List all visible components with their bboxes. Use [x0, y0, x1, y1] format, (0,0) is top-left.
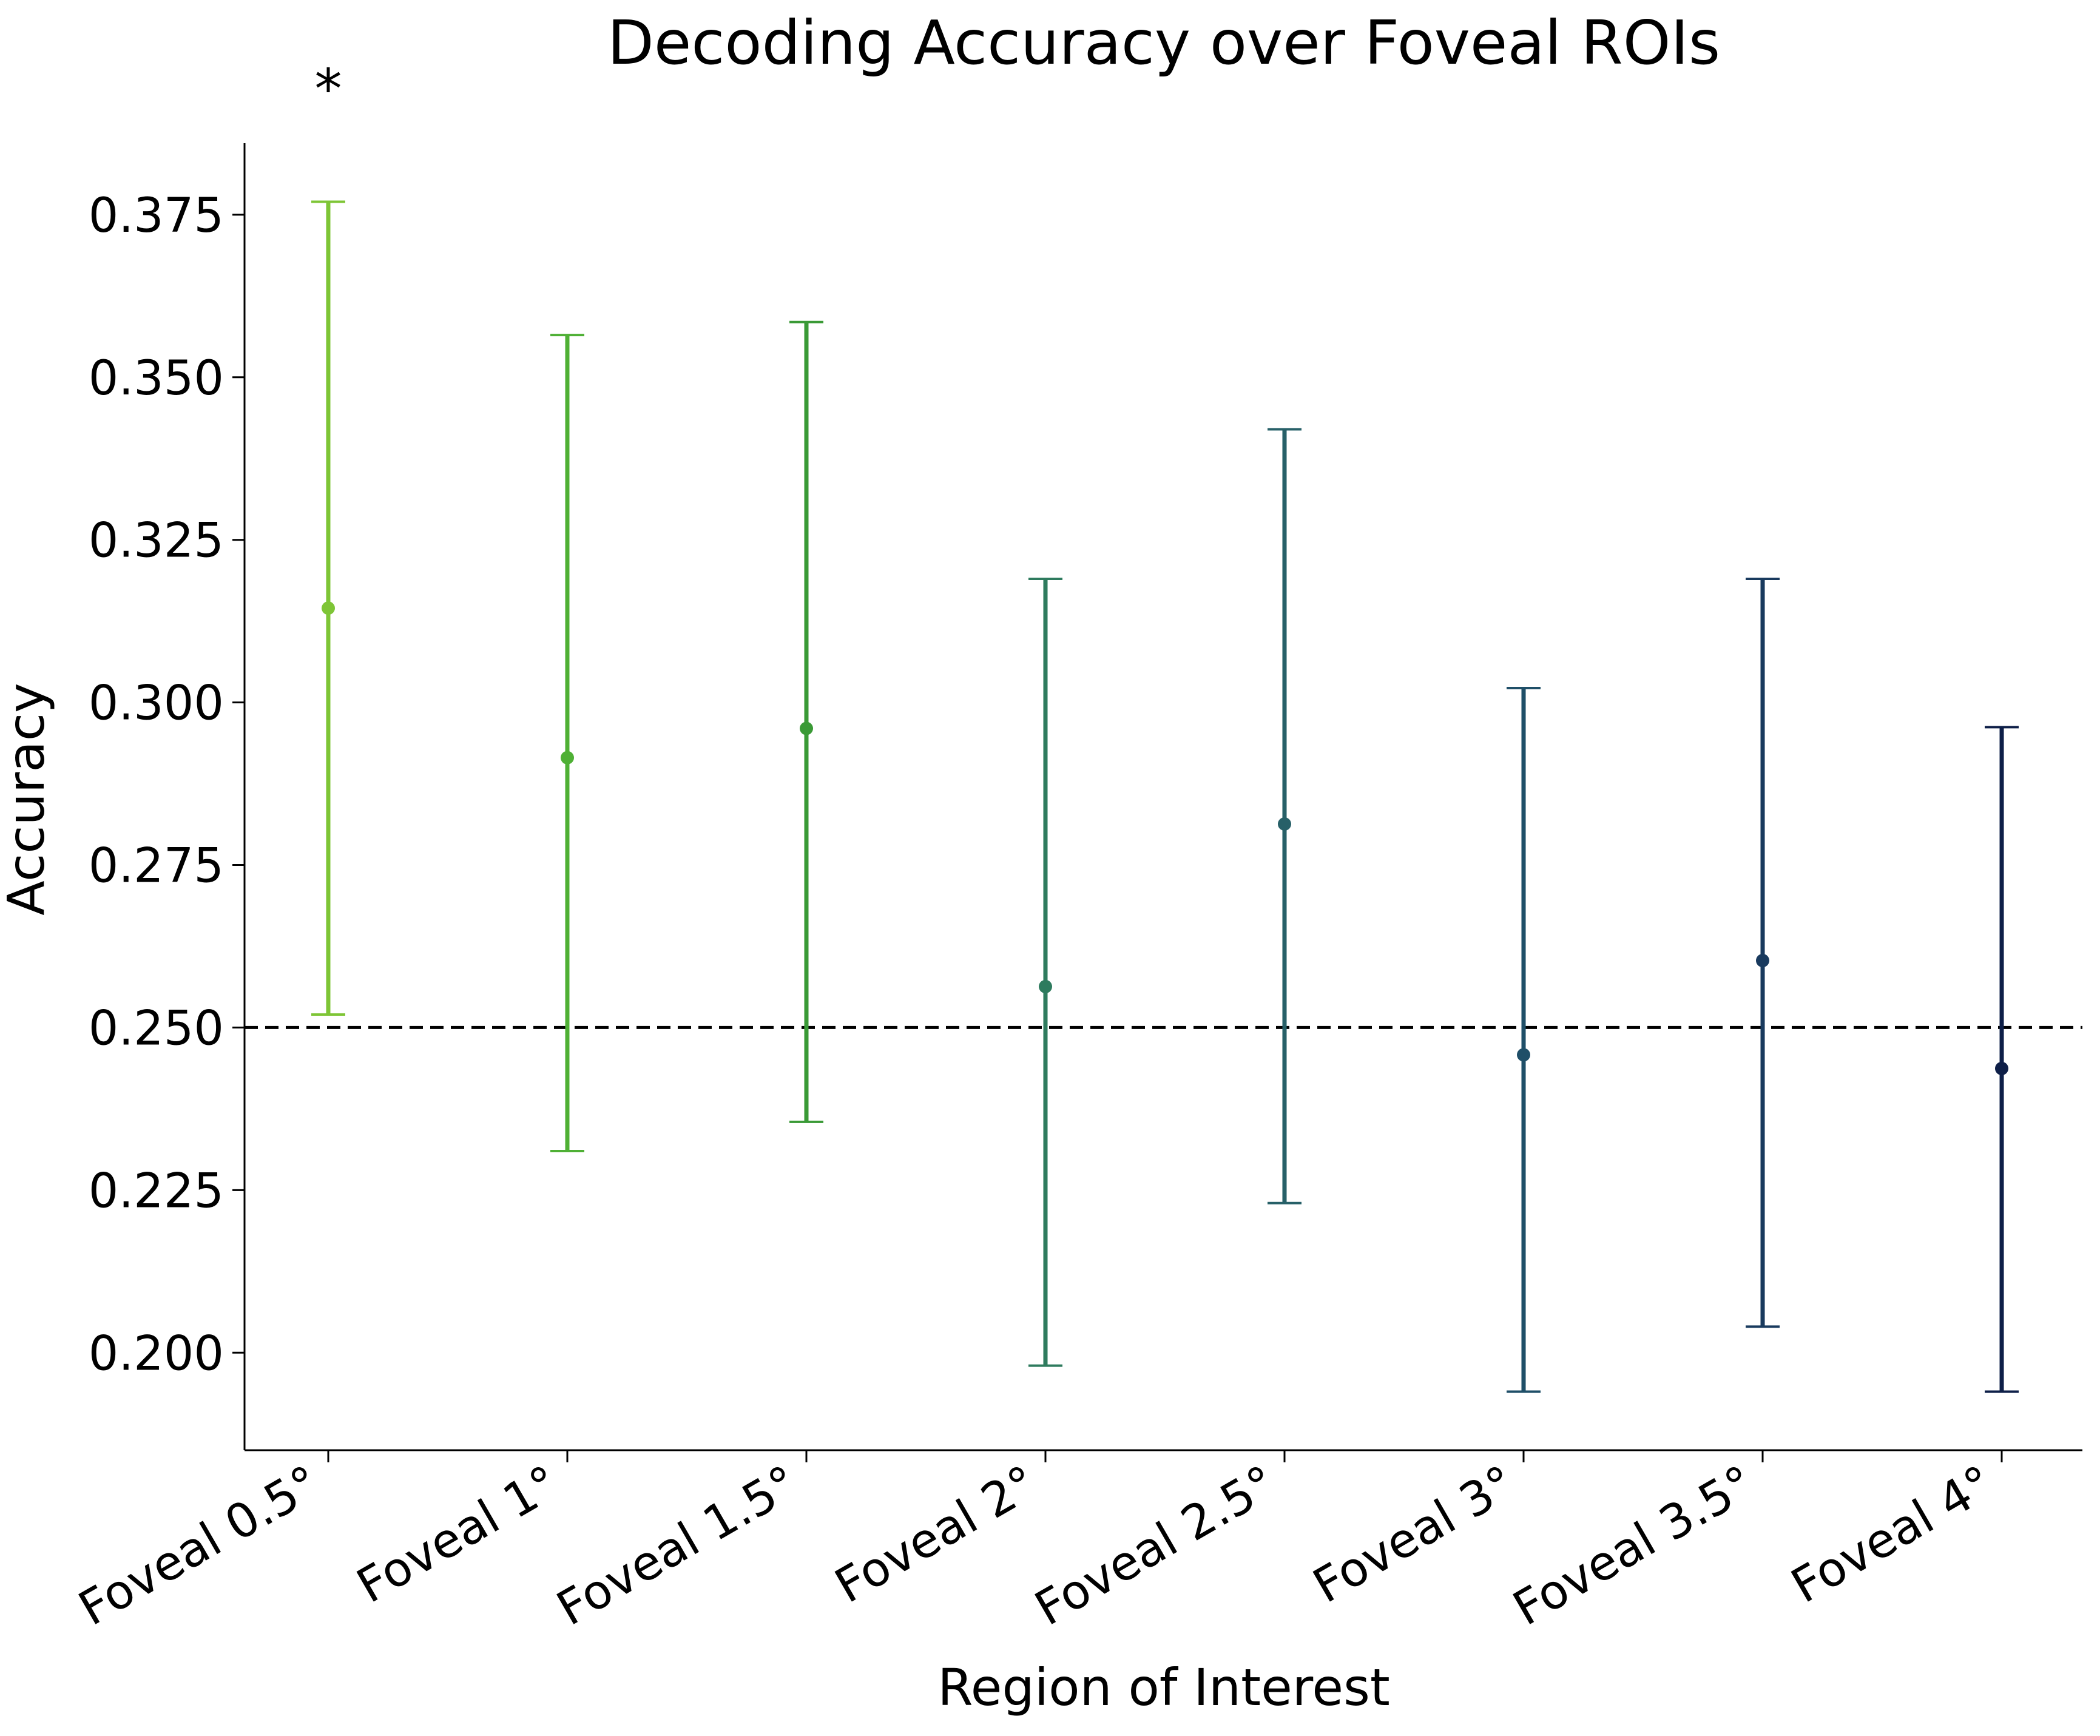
y-axis-label: Accuracy	[0, 683, 56, 916]
y-tick-label: 0.300	[89, 677, 224, 731]
chart-title: Decoding Accuracy over Foveal ROIs	[607, 7, 1720, 78]
x-tick-label: Foveal 0.5°	[70, 1456, 329, 1637]
x-tick-label: Foveal 1°	[348, 1456, 569, 1614]
x-tick-label: Foveal 3°	[1305, 1456, 1525, 1614]
data-point	[1039, 979, 1052, 993]
x-tick-label: Foveal 2°	[826, 1456, 1047, 1614]
data-point	[561, 751, 574, 765]
x-tick-label: Foveal 1.5°	[548, 1456, 807, 1637]
data-point	[322, 601, 335, 615]
data-point	[800, 721, 813, 735]
data-point	[1995, 1061, 2008, 1075]
data-point	[1278, 817, 1291, 831]
y-tick-label: 0.200	[89, 1326, 224, 1381]
y-tick-label: 0.275	[89, 839, 224, 894]
x-axis-label: Region of Interest	[937, 1658, 1390, 1717]
x-tick-label: Foveal 2.5°	[1026, 1456, 1285, 1637]
y-tick-label: 0.325	[89, 514, 224, 569]
plot-area: 0.200 0.225 0.250 0.275 0.300 0.325 0.350 0.375…	[70, 58, 2082, 1636]
y-tick-label: 0.250	[89, 1001, 224, 1056]
x-tick-label: Foveal 4°	[1783, 1456, 2003, 1614]
y-tick-label: 0.375	[89, 189, 224, 243]
y-tick-label: 0.350	[89, 351, 224, 406]
significance-marker: *	[315, 58, 342, 121]
y-tick-label: 0.225	[89, 1164, 224, 1218]
x-tick-label: Foveal 3.5°	[1504, 1456, 1763, 1637]
data-point	[1756, 954, 1769, 968]
data-point	[1517, 1048, 1530, 1062]
